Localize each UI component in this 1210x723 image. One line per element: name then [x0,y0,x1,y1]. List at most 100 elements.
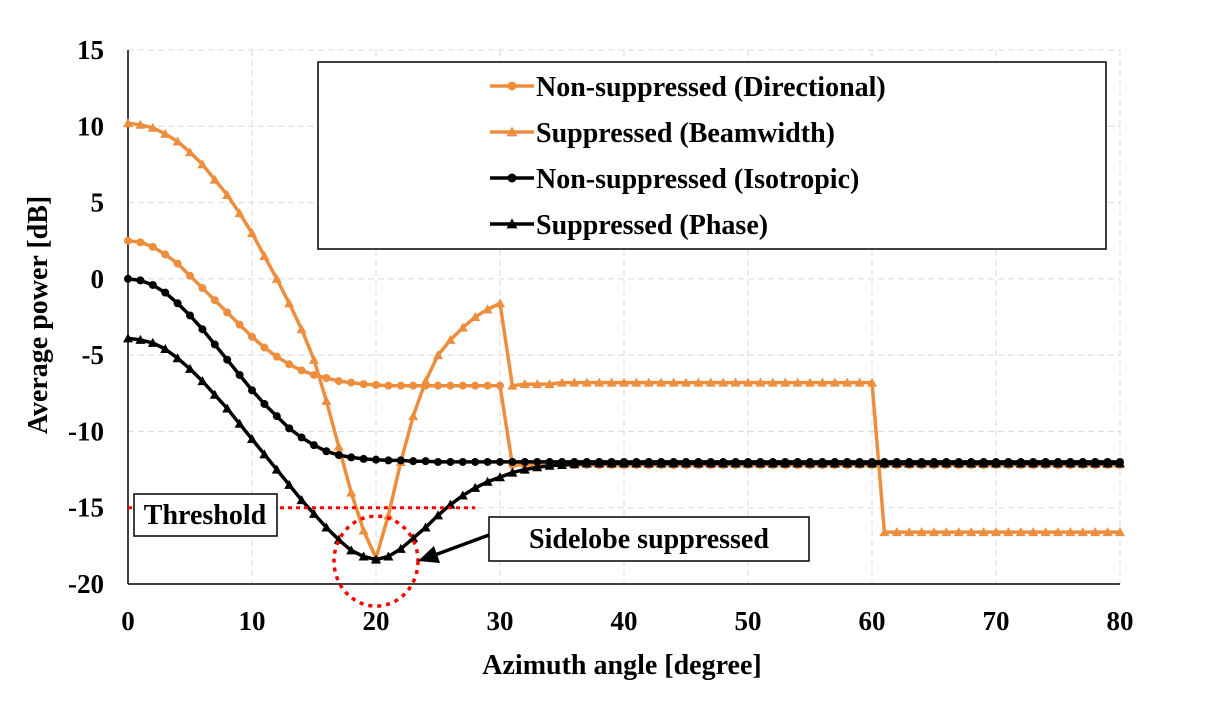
data-point [1115,458,1125,468]
data-point [148,280,157,289]
data-point [172,136,183,146]
data-point [755,458,766,468]
threshold-label: Threshold [144,500,267,531]
data-point [817,377,828,387]
data-point [309,508,319,518]
data-point [421,457,430,466]
data-point [532,462,543,472]
data-point [483,381,492,390]
data-point [285,424,294,433]
data-point [1077,458,1088,468]
data-point [496,381,504,390]
legend-label: Suppressed (Phase) [536,210,768,241]
data-point [594,377,605,387]
data-point [135,334,146,344]
data-point [322,447,331,456]
data-point [854,377,865,387]
x-tick-label: 60 [859,606,886,636]
data-point [284,298,295,308]
data-point [891,458,902,468]
y-tick-label: 0 [91,264,105,294]
data-point [817,458,828,468]
y-tick-label: 10 [77,111,104,141]
data-point [879,458,890,468]
x-tick-label: 0 [121,606,135,636]
data-point [594,458,605,468]
data-point [296,324,307,334]
x-tick-label: 40 [611,606,638,636]
data-point [457,490,468,500]
data-point [966,527,977,537]
data-point [842,458,853,468]
data-point [136,276,145,285]
data-point [372,455,380,464]
data-point [718,458,729,468]
data-point [173,259,182,268]
data-point [533,457,542,466]
data-point [234,208,245,218]
data-point [656,377,667,387]
x-tick-label: 30 [487,606,514,636]
data-point [519,379,530,389]
data-point [272,412,281,421]
data-point [1015,527,1026,537]
data-point [569,459,580,469]
data-point [347,378,356,387]
data-point [829,377,840,387]
data-point [743,377,753,387]
data-point [668,377,679,387]
data-point [805,377,815,387]
data-point [434,457,442,466]
data-point [1028,458,1039,468]
data-point [209,174,220,184]
data-point [867,458,877,468]
data-point [581,377,592,387]
data-point [161,288,170,297]
data-point [681,458,691,468]
data-point [743,458,753,468]
data-point [755,377,766,387]
legend-label: Suppressed (Beamwidth) [536,118,835,149]
data-point [606,458,617,468]
data-point [482,304,493,314]
data-point [433,350,443,360]
data-point [953,458,964,468]
data-point [209,389,220,399]
data-point [384,381,393,390]
data-point [470,482,481,492]
x-tick-label: 80 [1107,606,1134,636]
data-point [271,273,282,283]
legend-item-2: Non-suppressed (Isotropic) [490,164,859,195]
data-point [347,453,356,462]
legend-item-0: Non-suppressed (Directional) [490,72,886,103]
data-point [210,340,219,349]
data-point [941,527,952,537]
data-point [197,376,208,386]
data-point [520,457,529,466]
sidelobe-arrow-line [431,533,490,558]
data-point [297,366,306,375]
y-tick-label: -5 [82,340,105,370]
data-point [446,381,455,390]
data-point [420,376,431,386]
legend-swatch-marker [506,126,518,137]
data-point [953,527,964,537]
data-point [693,377,704,387]
sidelobe-label-box [488,516,810,562]
data-point [310,370,318,379]
y-tick-label: 15 [77,35,104,65]
data-point [210,296,219,305]
data-point [1102,458,1113,468]
data-point [470,312,481,321]
data-point [705,458,716,468]
data-point [730,377,741,387]
legend-swatch-marker [507,173,517,183]
data-point [1003,527,1014,537]
data-point [1040,527,1051,537]
data-point [929,527,939,537]
data-point [409,381,418,390]
legend-item-1: Suppressed (Beamwidth) [490,118,835,149]
data-point [334,451,343,460]
sidelobe-label: Sidelobe suppressed [529,524,769,555]
